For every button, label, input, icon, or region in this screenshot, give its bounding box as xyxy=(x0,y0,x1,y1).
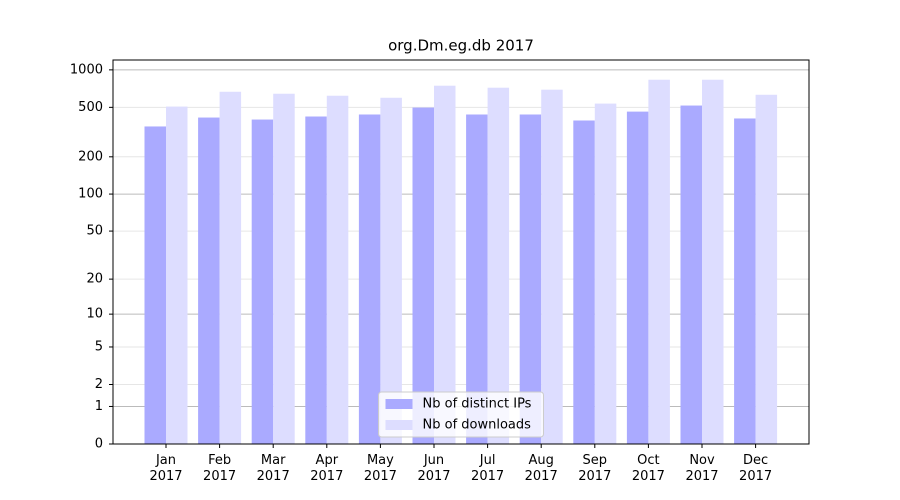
x-tick-label: Jun 2017 xyxy=(417,453,451,484)
bar xyxy=(487,87,510,444)
y-tick-label: 2 xyxy=(95,377,103,392)
bar xyxy=(412,107,434,444)
y-tick-label: 20 xyxy=(86,272,103,287)
x-tick-label: May 2017 xyxy=(363,453,397,484)
x-tick-label: Feb 2017 xyxy=(203,453,237,484)
bar xyxy=(251,119,274,444)
bar xyxy=(144,126,166,444)
bar xyxy=(326,95,349,444)
legend-swatch xyxy=(385,399,413,409)
bar xyxy=(573,120,595,444)
y-tick-label: 50 xyxy=(86,224,103,239)
bar xyxy=(626,111,649,445)
y-tick-label: 5 xyxy=(95,339,103,354)
x-tick-label: Mar 2017 xyxy=(256,453,290,484)
bar xyxy=(648,79,670,444)
y-tick-label: 10 xyxy=(86,307,103,322)
bar xyxy=(219,91,242,444)
plot-frame xyxy=(112,59,810,445)
bar xyxy=(541,89,563,445)
bar xyxy=(519,114,542,445)
x-tick-label: Nov 2017 xyxy=(685,453,719,484)
y-tick-label: 1 xyxy=(95,399,103,414)
legend-label: Nb of downloads xyxy=(423,418,532,433)
x-tick-label: Oct 2017 xyxy=(631,453,665,484)
bar xyxy=(734,118,756,444)
y-tick-label: 1000 xyxy=(70,62,103,77)
y-tick-label: 0 xyxy=(95,437,103,452)
bar xyxy=(755,94,778,444)
chart-title: org.Dm.eg.db 2017 xyxy=(388,37,534,55)
bar xyxy=(273,93,295,445)
legend-box xyxy=(378,391,544,438)
x-tick-label: Jul 2017 xyxy=(471,453,505,484)
bar xyxy=(358,114,381,445)
bar xyxy=(166,106,188,444)
y-tick-label: 200 xyxy=(78,149,103,164)
legend-label: Nb of distinct IPs xyxy=(423,397,532,412)
x-tick-label: Dec 2017 xyxy=(739,453,773,484)
x-tick-label: Sep 2017 xyxy=(578,453,612,484)
bar xyxy=(466,114,488,445)
x-tick-label: Jan 2017 xyxy=(149,453,183,484)
legend-swatch xyxy=(385,420,413,430)
bar xyxy=(305,116,327,445)
x-tick-label: Apr 2017 xyxy=(310,453,344,484)
x-tick-label: Aug 2017 xyxy=(524,453,558,484)
bar xyxy=(380,97,402,444)
bar xyxy=(434,85,456,444)
bar xyxy=(702,79,724,444)
bar xyxy=(198,117,220,444)
y-tick-label: 100 xyxy=(78,187,103,202)
y-tick-label: 500 xyxy=(78,100,103,115)
bar xyxy=(680,105,702,444)
bar xyxy=(594,103,617,445)
